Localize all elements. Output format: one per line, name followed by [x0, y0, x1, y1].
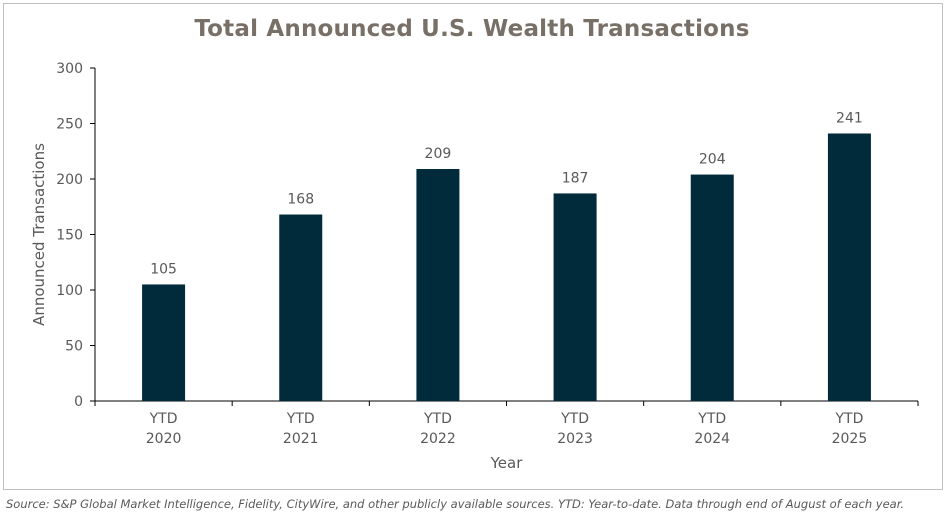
bar: [827, 133, 871, 402]
data-label: 241: [836, 110, 863, 126]
bar: [553, 193, 597, 401]
x-tick-label: YTD: [286, 411, 315, 427]
y-tick-label: 50: [65, 339, 83, 355]
x-tick-label: 2020: [146, 431, 182, 447]
bar: [690, 174, 734, 401]
x-tick-label: YTD: [560, 411, 589, 427]
x-tick-label: YTD: [149, 411, 178, 427]
source-note: Source: S&P Global Market Intelligence, …: [6, 497, 905, 511]
data-label: 105: [150, 261, 177, 277]
chart-frame: [3, 3, 943, 490]
data-label: 187: [562, 170, 589, 186]
x-tick-label: YTD: [834, 411, 863, 427]
y-tick-label: 150: [56, 228, 83, 244]
y-tick-label: 200: [56, 172, 83, 188]
y-tick-label: 0: [74, 394, 83, 410]
bar: [416, 169, 460, 401]
y-tick-label: 250: [56, 117, 83, 133]
x-axis-title: Year: [490, 454, 524, 472]
bar: [279, 214, 323, 401]
y-tick-label: 100: [56, 283, 83, 299]
data-label: 204: [699, 152, 726, 168]
x-tick-label: 2024: [694, 431, 730, 447]
x-tick-label: YTD: [697, 411, 726, 427]
y-axis-title: Announced Transactions: [30, 143, 48, 326]
x-tick-label: 2021: [283, 431, 319, 447]
data-label: 168: [287, 192, 314, 208]
x-tick-label: 2025: [832, 431, 868, 447]
bar: [142, 284, 186, 401]
y-tick-label: 300: [56, 61, 83, 77]
data-label: 209: [425, 146, 452, 162]
x-tick-label: 2022: [420, 431, 456, 447]
chart-title: Total Announced U.S. Wealth Transactions: [194, 16, 750, 42]
x-tick-label: YTD: [423, 411, 452, 427]
x-tick-label: 2023: [557, 431, 593, 447]
